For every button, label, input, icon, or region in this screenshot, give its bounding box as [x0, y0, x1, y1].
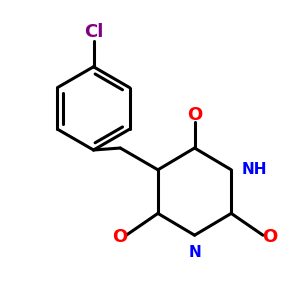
Text: O: O	[112, 228, 127, 246]
Text: NH: NH	[241, 162, 267, 177]
Text: Cl: Cl	[84, 23, 103, 41]
Text: O: O	[187, 106, 202, 124]
Text: O: O	[262, 228, 278, 246]
Text: N: N	[188, 245, 201, 260]
